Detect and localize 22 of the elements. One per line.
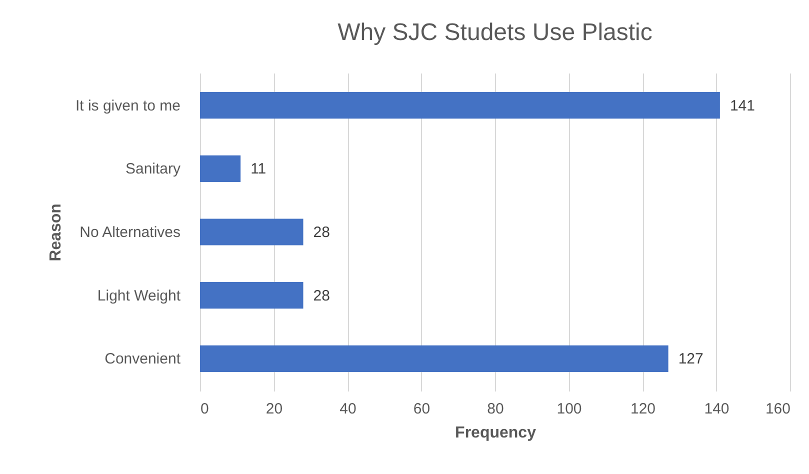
y-axis-title: Reason xyxy=(47,204,64,262)
y-tick-label: Convenient xyxy=(104,350,182,368)
chart-title: Why SJC Studets Use Plastic xyxy=(338,19,652,46)
x-tick-label: 40 xyxy=(340,400,356,418)
x-tick-label: 160 xyxy=(765,400,790,418)
y-tick-label: Light Weight xyxy=(97,287,182,304)
x-tick-label: 60 xyxy=(413,400,430,418)
x-tick-label: 100 xyxy=(556,400,582,418)
data-label: 141 xyxy=(730,97,755,114)
y-tick-label: Sanitary xyxy=(125,160,181,178)
y-tick-label: It is given to me xyxy=(75,97,180,114)
y-tick-label: No Alternatives xyxy=(80,224,180,241)
x-tick-label: 140 xyxy=(704,400,730,418)
data-label: 28 xyxy=(313,287,330,304)
data-label: 28 xyxy=(313,224,330,241)
x-tick-label: 80 xyxy=(487,400,504,418)
x-axis-title: Frequency xyxy=(455,424,536,442)
data-label: 127 xyxy=(678,350,704,368)
data-label: 11 xyxy=(250,160,266,178)
x-tick-label: 0 xyxy=(200,400,209,418)
x-tick-label: 120 xyxy=(630,400,656,418)
x-tick-label: 20 xyxy=(266,400,283,418)
